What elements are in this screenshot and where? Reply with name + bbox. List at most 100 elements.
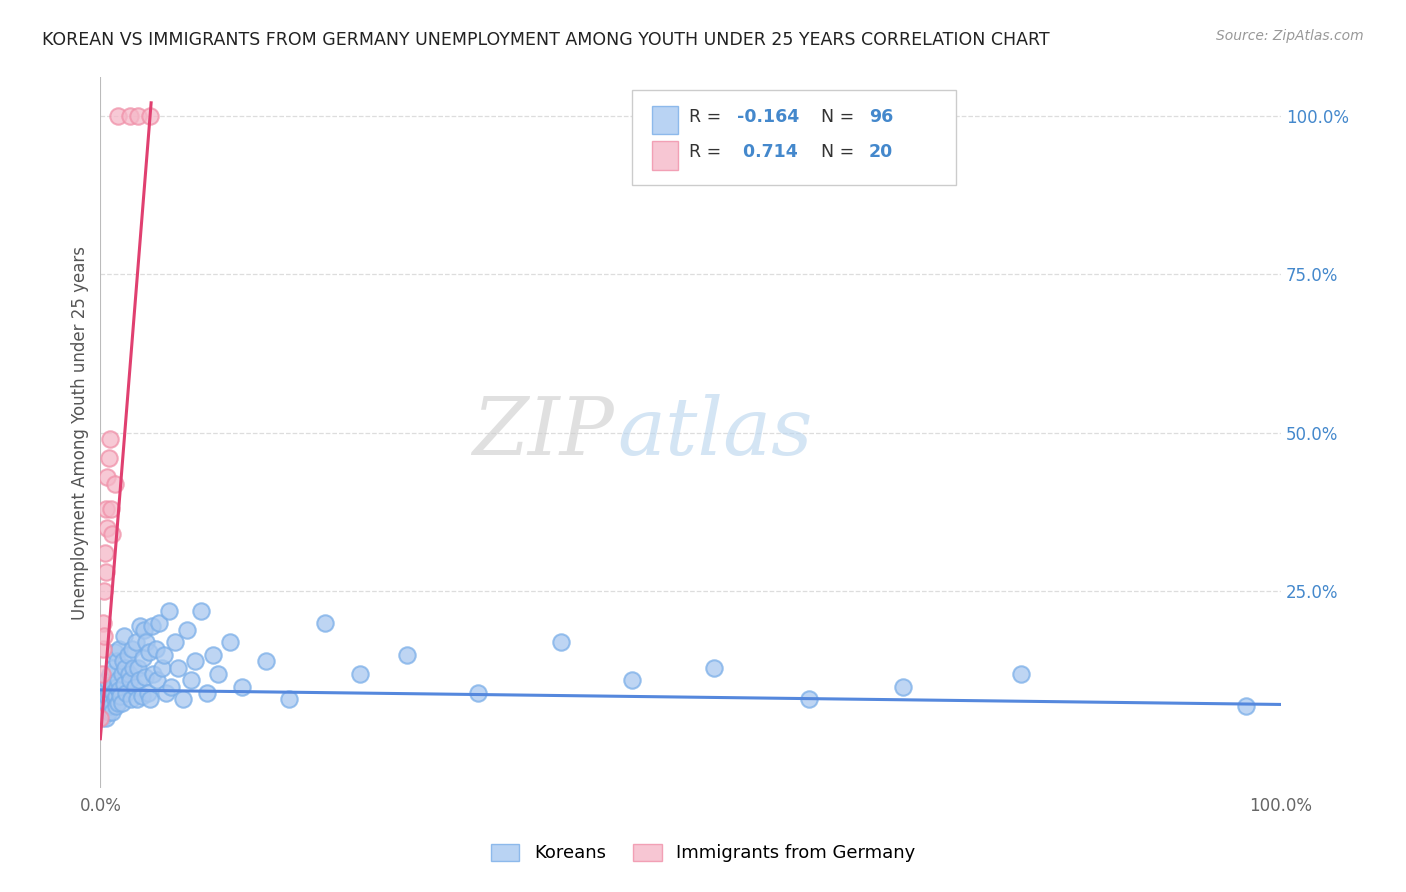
Point xyxy=(122,660,145,674)
Point xyxy=(132,651,155,665)
Point xyxy=(134,670,156,684)
Point xyxy=(101,705,124,719)
Point xyxy=(797,692,820,706)
Point xyxy=(96,502,118,516)
Bar xyxy=(652,142,678,169)
Text: atlas: atlas xyxy=(617,394,813,472)
Point xyxy=(100,698,122,713)
Point xyxy=(550,635,572,649)
Point xyxy=(107,673,129,688)
Text: 0.714: 0.714 xyxy=(737,143,797,161)
Point xyxy=(163,635,186,649)
Point xyxy=(100,682,122,697)
Point xyxy=(135,635,157,649)
Point xyxy=(1234,698,1257,713)
Point xyxy=(105,680,128,694)
Text: 96: 96 xyxy=(869,108,893,126)
Point xyxy=(201,648,224,662)
Point xyxy=(93,692,115,706)
Point xyxy=(100,502,122,516)
Point xyxy=(150,660,173,674)
Point xyxy=(110,689,132,703)
Point xyxy=(127,660,149,674)
Text: KOREAN VS IMMIGRANTS FROM GERMANY UNEMPLOYMENT AMONG YOUTH UNDER 25 YEARS CORREL: KOREAN VS IMMIGRANTS FROM GERMANY UNEMPL… xyxy=(42,31,1050,49)
Point xyxy=(104,698,127,713)
Point xyxy=(131,689,153,703)
Point xyxy=(94,546,117,560)
Point xyxy=(278,692,301,706)
Point xyxy=(148,616,170,631)
Point xyxy=(101,676,124,690)
Text: R =: R = xyxy=(689,108,727,126)
Point xyxy=(314,616,336,631)
Point xyxy=(108,682,131,697)
Point xyxy=(139,692,162,706)
Point xyxy=(136,686,159,700)
Point xyxy=(120,692,142,706)
Point xyxy=(112,676,135,690)
Point xyxy=(160,680,183,694)
Point xyxy=(190,603,212,617)
Point xyxy=(620,673,643,688)
Point xyxy=(1010,667,1032,681)
Point xyxy=(93,708,115,723)
Point xyxy=(129,619,152,633)
Point xyxy=(103,660,125,674)
Point xyxy=(94,702,117,716)
Point xyxy=(195,686,218,700)
Bar xyxy=(652,106,678,135)
Point xyxy=(94,682,117,697)
Point xyxy=(396,648,419,662)
Point xyxy=(96,521,118,535)
Point xyxy=(91,616,114,631)
Point xyxy=(124,680,146,694)
Point xyxy=(103,686,125,700)
Point xyxy=(125,635,148,649)
Point xyxy=(219,635,242,649)
Point xyxy=(118,673,141,688)
Point xyxy=(117,648,139,662)
Point xyxy=(96,711,118,725)
FancyBboxPatch shape xyxy=(631,89,956,186)
Point xyxy=(98,692,121,706)
Point xyxy=(107,696,129,710)
Point xyxy=(104,689,127,703)
Point xyxy=(128,673,150,688)
Point xyxy=(139,109,162,123)
Point xyxy=(103,645,125,659)
Text: ZIP: ZIP xyxy=(472,394,614,472)
Point xyxy=(103,692,125,706)
Point xyxy=(98,432,121,446)
Legend: Koreans, Immigrants from Germany: Koreans, Immigrants from Germany xyxy=(484,837,922,870)
Point xyxy=(96,470,118,484)
Point xyxy=(91,641,114,656)
Point xyxy=(103,476,125,491)
Point xyxy=(110,696,132,710)
Point xyxy=(101,527,124,541)
Point xyxy=(349,667,371,681)
Point xyxy=(107,109,129,123)
Point xyxy=(142,667,165,681)
Point xyxy=(105,654,128,668)
Point xyxy=(254,654,277,668)
Point xyxy=(145,641,167,656)
Point xyxy=(207,667,229,681)
Point xyxy=(112,629,135,643)
Text: N =: N = xyxy=(810,143,859,161)
Point xyxy=(115,686,138,700)
Point xyxy=(111,654,134,668)
Text: N =: N = xyxy=(810,108,859,126)
Point xyxy=(184,654,207,668)
Point xyxy=(172,692,194,706)
Point xyxy=(180,673,202,688)
Point xyxy=(114,660,136,674)
Point xyxy=(146,673,169,688)
Point xyxy=(90,711,112,725)
Point xyxy=(96,566,118,580)
Point xyxy=(138,645,160,659)
Point xyxy=(91,698,114,713)
Text: Source: ZipAtlas.com: Source: ZipAtlas.com xyxy=(1216,29,1364,43)
Point xyxy=(155,686,177,700)
Point xyxy=(96,689,118,703)
Point xyxy=(125,692,148,706)
